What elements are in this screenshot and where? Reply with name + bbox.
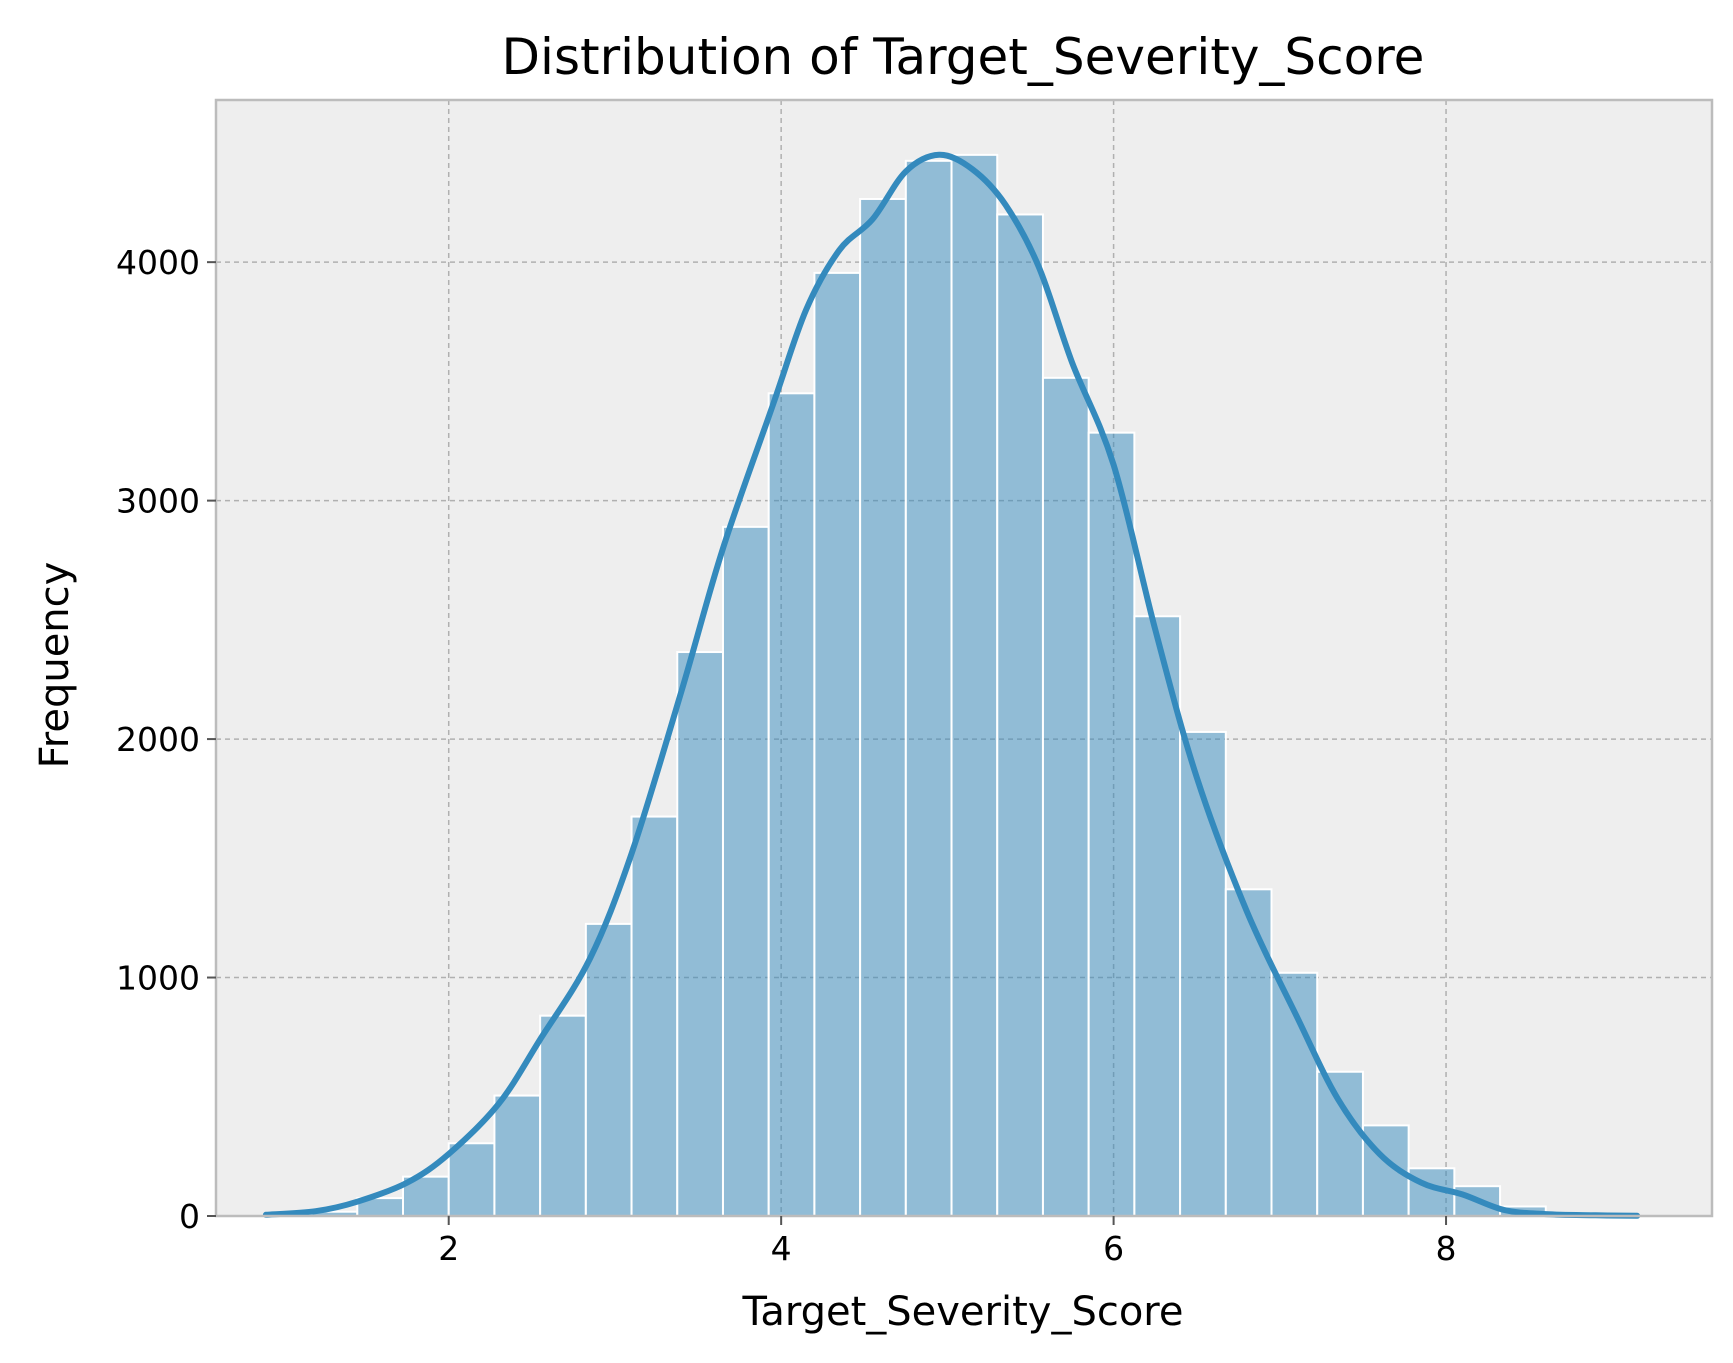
histogram-bar [1179, 730, 1227, 1218]
histogram-bar [904, 159, 953, 1217]
histogram-bar [630, 815, 679, 1217]
histogram-bar [721, 525, 770, 1217]
kde-curve [262, 151, 1641, 1219]
histogram-bar [1224, 888, 1273, 1217]
y-tick-label: 2000 [116, 720, 200, 759]
histogram-bar [813, 271, 862, 1217]
chart-title: Distribution of Target_Severity_Score [502, 28, 1425, 86]
x-tick-label: 8 [1436, 1229, 1457, 1268]
histogram-bar [584, 922, 633, 1218]
x-tick-label: 2 [438, 1229, 459, 1268]
histogram-bar [859, 197, 907, 1217]
histogram-bar [676, 651, 724, 1217]
histogram-bar [493, 1094, 542, 1217]
histogram-bar [767, 392, 816, 1217]
histogram-bar [1041, 376, 1090, 1217]
y-tick-label: 1000 [116, 959, 200, 998]
histogram-bar [996, 213, 1044, 1217]
x-tick-label: 6 [1103, 1229, 1124, 1268]
y-tick-label: 4000 [116, 243, 200, 282]
axis-ticks: 2 4 6 8 0 1000 2000 3000 4000 [116, 243, 1457, 1268]
x-axis-label: Target_Severity_Score [742, 1289, 1184, 1335]
histogram-bar [1087, 431, 1136, 1217]
histogram-bar [539, 1014, 587, 1218]
histogram-bar [447, 1142, 496, 1218]
histogram-bar [1316, 1070, 1364, 1217]
y-tick-label: 0 [179, 1197, 200, 1236]
histogram-bar [950, 153, 999, 1217]
y-axis-label: Frequency [32, 562, 78, 769]
x-tick-label: 4 [771, 1229, 792, 1268]
plot-frame [214, 98, 1714, 1218]
y-tick-label: 3000 [116, 482, 200, 521]
